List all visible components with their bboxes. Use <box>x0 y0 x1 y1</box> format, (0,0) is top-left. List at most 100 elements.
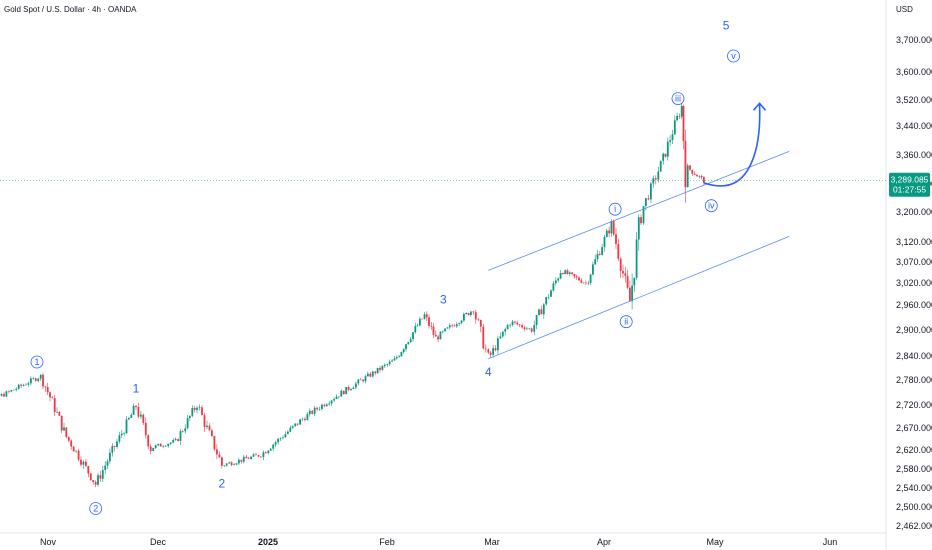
candle-body <box>441 331 444 332</box>
candle-body <box>654 178 657 180</box>
candle-body <box>284 434 287 438</box>
candle-body <box>489 352 492 355</box>
candle-body <box>318 409 321 410</box>
candle-body <box>474 312 477 320</box>
candle-body <box>587 282 590 284</box>
candle-body <box>682 106 685 141</box>
candle-body <box>518 324 521 325</box>
y-tick-label: 2,720.000 <box>896 400 932 410</box>
channel-line-lower[interactable] <box>488 236 790 360</box>
projection-curve[interactable] <box>703 103 761 187</box>
candle-body <box>487 349 490 353</box>
candle-body <box>407 342 410 345</box>
candle-body <box>311 410 314 414</box>
wave-label: iv <box>708 201 715 211</box>
candle-body <box>402 349 405 352</box>
wave-label: ii <box>624 317 628 327</box>
y-tick-label: 2,540.000 <box>896 483 932 493</box>
candle-body <box>230 462 233 466</box>
candle-body <box>637 217 640 240</box>
candle-body <box>626 275 629 288</box>
candle-body <box>247 458 250 459</box>
price-axis[interactable]: 3,700.000 3,600.000 3,520.000 3,440.000 3,36… <box>896 35 932 531</box>
candle-body <box>313 407 316 414</box>
candle-body <box>383 364 386 366</box>
wave-label: 4 <box>485 365 492 379</box>
x-tick-label: Feb <box>379 537 395 547</box>
candle-body <box>99 475 102 479</box>
candle-body <box>82 461 85 465</box>
candle-body <box>347 387 350 390</box>
y-tick-label: 2,670.000 <box>896 423 932 433</box>
candle-body <box>460 320 463 324</box>
candle-body <box>240 459 243 462</box>
x-tick-label: Nov <box>40 537 57 547</box>
candle-body <box>479 320 482 327</box>
candle-body <box>196 407 198 410</box>
candle-body <box>235 463 238 465</box>
price-badge-value: 3,289.085 <box>891 175 929 185</box>
x-tick-label: Jun <box>823 537 838 547</box>
candle-body <box>97 475 99 485</box>
candle-body <box>137 407 140 417</box>
price-badge-countdown: 01:27:55 <box>893 185 926 195</box>
candle-body <box>257 455 260 457</box>
candle-body <box>72 446 75 452</box>
candle-body <box>301 418 304 420</box>
candle-body <box>405 344 407 350</box>
channel-line-upper[interactable] <box>488 151 790 271</box>
candle-body <box>213 436 216 450</box>
candle-body <box>594 259 597 265</box>
wave-label-circle <box>704 199 718 213</box>
candle-body <box>610 221 613 234</box>
current-price-badge: 3,289.085 01:27:55 <box>0 172 930 197</box>
candle-body <box>494 348 497 351</box>
candle-body <box>662 153 665 161</box>
candle-body <box>22 384 25 386</box>
candle-body <box>56 411 58 413</box>
wave-label: 1 <box>34 357 39 367</box>
candle-body <box>135 405 137 408</box>
candle-body <box>582 282 585 284</box>
time-axis[interactable]: Nov Dec 2025 Feb Mar Apr May Jun <box>40 537 837 547</box>
candle-body <box>657 171 660 180</box>
candle-body <box>428 317 430 326</box>
candle-body <box>39 374 42 379</box>
candle-body <box>550 290 552 297</box>
price-path-layer <box>0 101 705 488</box>
candle-body <box>400 352 403 357</box>
candle-body <box>147 435 150 447</box>
candle-body <box>181 431 184 432</box>
candle-body <box>113 446 116 447</box>
candle-body <box>198 407 201 408</box>
candle-body <box>350 389 352 390</box>
candle-body <box>535 315 538 326</box>
candle-body <box>530 328 533 332</box>
candle-body <box>60 415 63 431</box>
candle-body <box>573 274 576 277</box>
candle-body <box>640 217 642 224</box>
candle-body <box>325 404 328 407</box>
candle-body <box>533 325 536 332</box>
candle-body <box>191 408 194 416</box>
candle-body <box>578 277 580 281</box>
candle-body <box>693 173 696 175</box>
candle-body <box>453 325 456 327</box>
candle-body <box>511 321 514 325</box>
candle-body <box>104 465 107 470</box>
candle-body <box>144 422 147 436</box>
wave-label: 3 <box>440 293 447 307</box>
candle-body <box>132 405 135 415</box>
wave-label-circle <box>727 49 740 63</box>
x-tick-label: 2025 <box>258 537 278 547</box>
candle-body <box>109 452 111 462</box>
candle-body <box>369 373 372 377</box>
candle-body <box>355 383 357 388</box>
channel-layer <box>488 151 790 360</box>
candle-body <box>398 356 400 357</box>
y-tick-label: 3,070.000 <box>896 257 932 267</box>
candle-body <box>381 365 384 370</box>
